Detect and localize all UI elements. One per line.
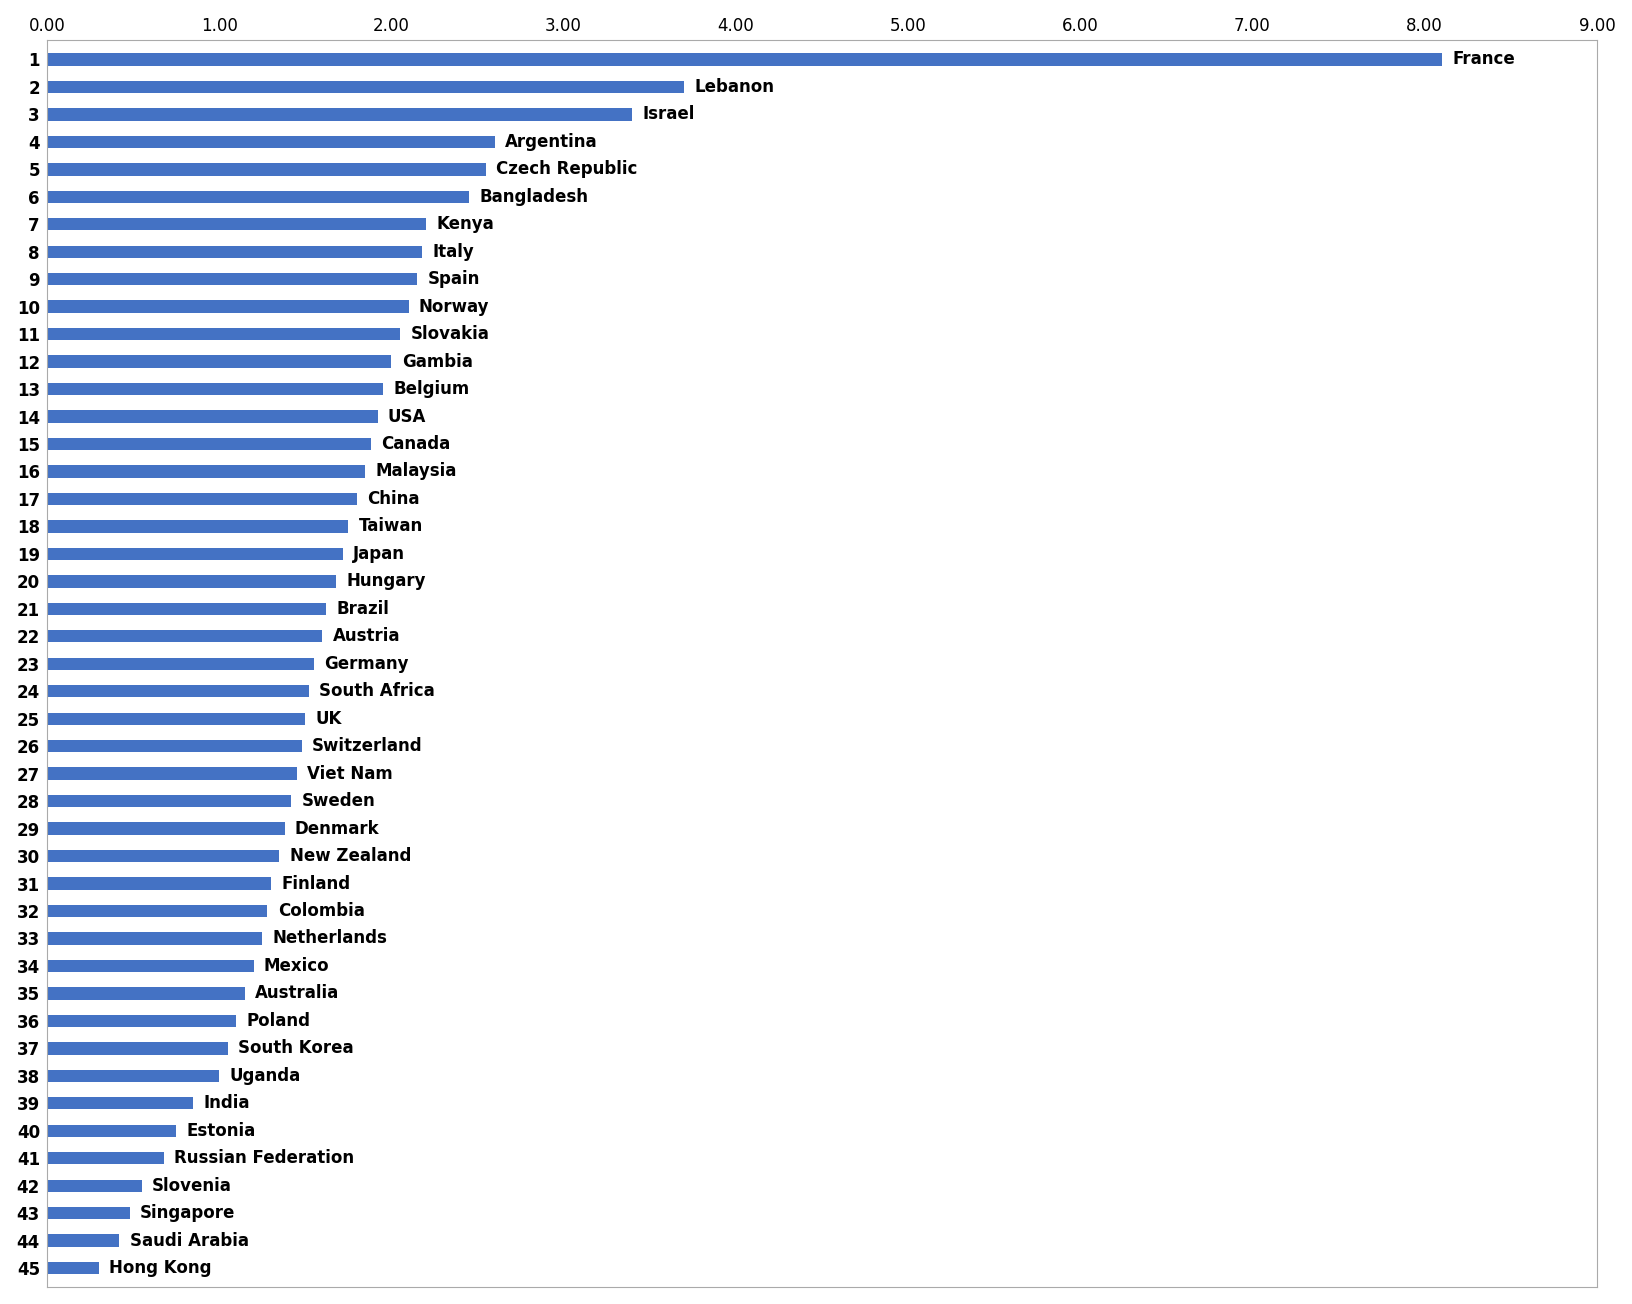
Text: Hungary: Hungary — [346, 572, 426, 591]
Text: Bangladesh: Bangladesh — [480, 188, 588, 206]
Text: Taiwan: Taiwan — [359, 518, 423, 536]
Bar — [47, 1015, 237, 1028]
Text: Singapore: Singapore — [140, 1204, 235, 1222]
Text: Germany: Germany — [325, 655, 408, 673]
Bar — [47, 932, 263, 944]
Text: Argentina: Argentina — [504, 133, 597, 151]
Text: France: France — [1452, 51, 1514, 68]
Text: China: China — [367, 490, 419, 509]
Text: Viet Nam: Viet Nam — [307, 764, 393, 782]
Bar — [47, 739, 302, 752]
Bar — [47, 1235, 119, 1247]
Text: Austria: Austria — [333, 627, 400, 645]
Text: Italy: Italy — [432, 243, 475, 261]
Text: Lebanon: Lebanon — [695, 78, 775, 96]
Bar — [47, 329, 400, 340]
Bar — [47, 795, 292, 807]
Text: Poland: Poland — [246, 1012, 310, 1030]
Text: Australia: Australia — [255, 985, 339, 1003]
Text: Canada: Canada — [380, 436, 450, 452]
Bar — [47, 1069, 219, 1082]
Bar — [47, 987, 245, 1000]
Text: Spain: Spain — [428, 270, 480, 288]
Bar — [47, 712, 305, 725]
Text: Slovakia: Slovakia — [410, 325, 490, 343]
Bar — [47, 356, 392, 368]
Text: Denmark: Denmark — [295, 820, 380, 837]
Text: USA: USA — [388, 408, 426, 425]
Bar — [47, 520, 348, 532]
Text: UK: UK — [315, 709, 343, 728]
Text: Japan: Japan — [354, 545, 405, 563]
Text: Malaysia: Malaysia — [375, 463, 457, 480]
Bar — [47, 850, 279, 862]
Bar — [47, 108, 633, 120]
Bar — [47, 411, 377, 422]
Bar — [47, 657, 313, 670]
Text: Russian Federation: Russian Federation — [175, 1149, 354, 1167]
Text: Belgium: Belgium — [393, 379, 470, 398]
Text: Finland: Finland — [281, 875, 351, 892]
Text: Norway: Norway — [419, 297, 490, 316]
Bar — [47, 1151, 163, 1164]
Bar — [47, 1262, 98, 1274]
Text: Mexico: Mexico — [264, 957, 330, 975]
Bar — [47, 768, 297, 780]
Text: Switzerland: Switzerland — [312, 737, 423, 755]
Text: Sweden: Sweden — [302, 792, 375, 810]
Bar — [47, 300, 408, 313]
Bar — [47, 575, 336, 588]
Text: Brazil: Brazil — [336, 600, 388, 618]
Bar — [47, 1180, 142, 1192]
Bar — [47, 1042, 228, 1055]
Bar — [47, 466, 366, 477]
Bar — [47, 1124, 176, 1137]
Bar — [47, 685, 308, 698]
Bar — [47, 438, 370, 450]
Bar — [47, 548, 343, 561]
Bar — [47, 53, 1443, 65]
Text: Saudi Arabia: Saudi Arabia — [129, 1232, 248, 1249]
Text: Estonia: Estonia — [186, 1121, 256, 1140]
Bar — [47, 1097, 193, 1110]
Text: Kenya: Kenya — [436, 215, 494, 233]
Text: Colombia: Colombia — [277, 902, 364, 921]
Bar — [47, 136, 494, 149]
Text: Czech Republic: Czech Republic — [496, 160, 638, 179]
Bar — [47, 823, 284, 835]
Text: Israel: Israel — [643, 106, 695, 124]
Text: New Zealand: New Zealand — [290, 848, 411, 865]
Text: Uganda: Uganda — [230, 1067, 300, 1085]
Text: South Africa: South Africa — [318, 682, 434, 700]
Bar — [47, 1208, 129, 1219]
Bar — [47, 190, 468, 203]
Bar — [47, 163, 486, 176]
Text: Hong Kong: Hong Kong — [109, 1260, 212, 1277]
Text: South Korea: South Korea — [238, 1039, 354, 1058]
Bar — [47, 878, 271, 889]
Bar — [47, 81, 684, 93]
Bar — [47, 602, 326, 615]
Text: Gambia: Gambia — [401, 352, 473, 370]
Bar — [47, 218, 426, 231]
Bar — [47, 383, 384, 395]
Bar — [47, 493, 357, 505]
Bar — [47, 960, 253, 971]
Bar — [47, 905, 268, 917]
Bar — [47, 273, 418, 286]
Text: Netherlands: Netherlands — [273, 930, 387, 948]
Bar — [47, 245, 423, 258]
Bar — [47, 630, 323, 643]
Text: Slovenia: Slovenia — [152, 1176, 232, 1194]
Text: India: India — [204, 1094, 250, 1112]
